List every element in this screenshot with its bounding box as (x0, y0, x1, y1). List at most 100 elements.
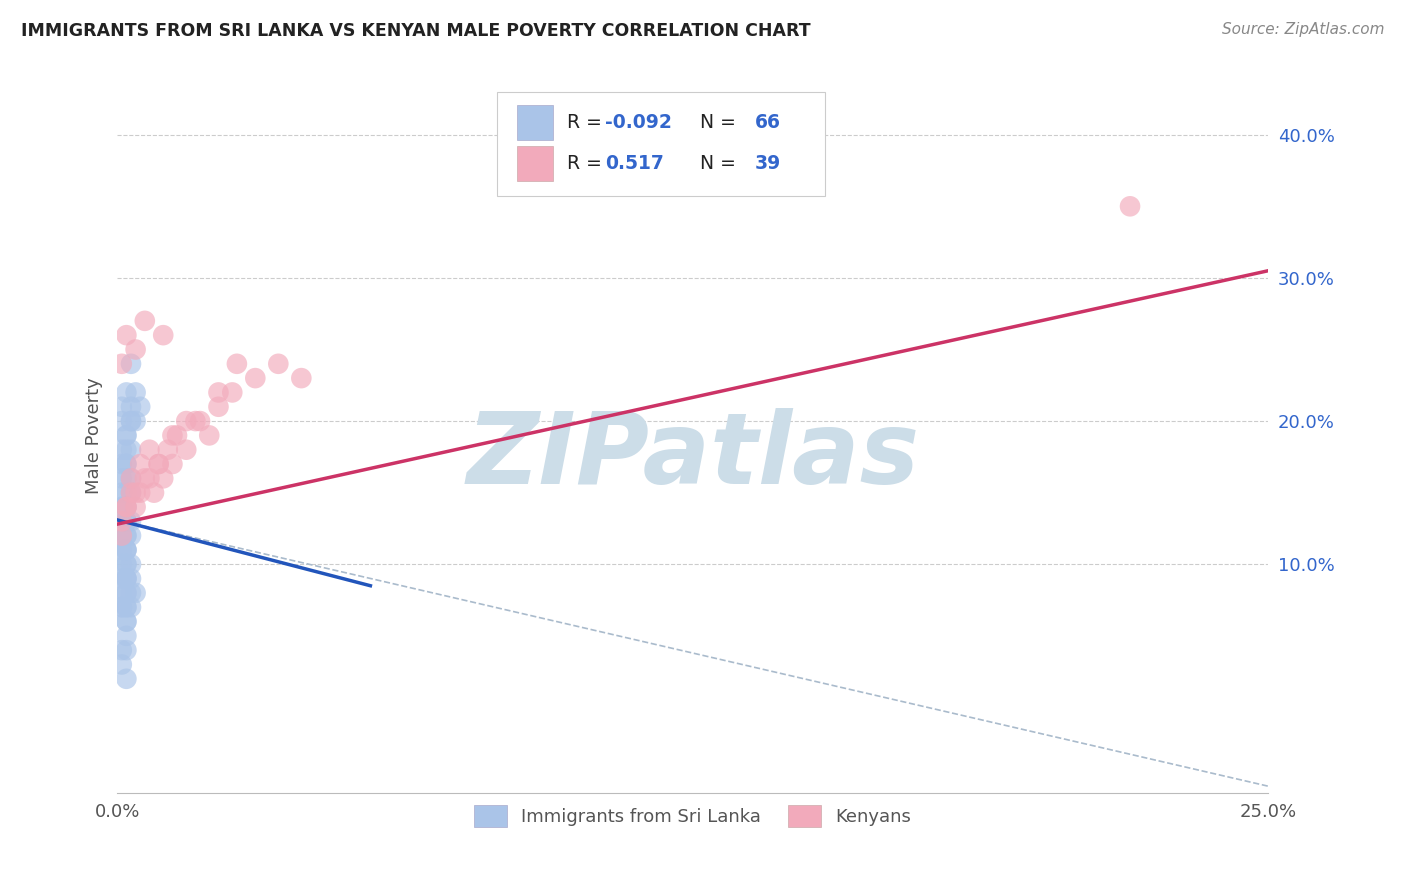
Point (115, 528, 138, 542)
Point (115, 615, 138, 629)
Point (111, 400, 134, 414)
Point (111, 600, 134, 615)
Point (225, 357, 247, 371)
Point (120, 414, 142, 428)
Y-axis label: Male Poverty: Male Poverty (86, 377, 103, 494)
Point (115, 471, 138, 485)
Point (174, 414, 197, 428)
Point (129, 457, 152, 471)
Point (245, 371, 267, 385)
Point (111, 414, 134, 428)
Point (156, 442, 179, 457)
Point (115, 442, 138, 457)
Point (120, 471, 142, 485)
Point (143, 485, 166, 500)
Point (115, 629, 138, 643)
Point (115, 385, 138, 400)
Point (115, 428, 138, 442)
Point (115, 328, 138, 343)
Point (152, 328, 174, 343)
Point (198, 428, 221, 442)
Text: N =: N = (688, 153, 742, 173)
Point (120, 514, 142, 528)
Point (111, 357, 134, 371)
Point (111, 572, 134, 586)
Point (115, 672, 138, 686)
Point (111, 528, 134, 542)
Point (120, 572, 142, 586)
Point (115, 457, 138, 471)
Point (207, 385, 229, 400)
Point (124, 385, 146, 400)
Point (115, 600, 138, 615)
Text: R =: R = (567, 113, 607, 132)
Text: IMMIGRANTS FROM SRI LANKA VS KENYAN MALE POVERTY CORRELATION CHART: IMMIGRANTS FROM SRI LANKA VS KENYAN MALE… (21, 22, 811, 40)
Point (188, 414, 211, 428)
Text: ZIPatlas: ZIPatlas (467, 409, 920, 506)
Text: R =: R = (567, 153, 607, 173)
Point (115, 615, 138, 629)
Point (129, 485, 152, 500)
Point (115, 543, 138, 558)
Point (115, 543, 138, 558)
Point (1119, 199, 1142, 213)
Point (138, 442, 160, 457)
Point (111, 600, 134, 615)
Point (115, 528, 138, 542)
Point (111, 514, 134, 528)
Point (120, 586, 142, 600)
Point (148, 457, 170, 471)
Point (120, 558, 142, 572)
Point (115, 514, 138, 528)
Point (111, 558, 134, 572)
Point (111, 657, 134, 672)
Point (148, 457, 170, 471)
Point (111, 500, 134, 514)
Text: 66: 66 (755, 113, 780, 132)
Point (115, 572, 138, 586)
Point (115, 558, 138, 572)
Point (111, 442, 134, 457)
Point (166, 428, 188, 442)
Point (115, 500, 138, 514)
Point (120, 414, 142, 428)
Point (221, 385, 243, 400)
Point (111, 586, 134, 600)
Point (120, 485, 142, 500)
Point (120, 357, 142, 371)
Point (115, 500, 138, 514)
Point (115, 572, 138, 586)
Point (124, 586, 146, 600)
Point (290, 371, 312, 385)
Point (111, 528, 134, 542)
Point (134, 314, 156, 328)
Point (120, 485, 142, 500)
Point (138, 471, 160, 485)
Point (115, 543, 138, 558)
FancyBboxPatch shape (496, 92, 825, 195)
FancyBboxPatch shape (516, 146, 554, 180)
Point (120, 600, 142, 615)
Point (111, 500, 134, 514)
Point (115, 558, 138, 572)
Point (174, 442, 197, 457)
Point (115, 428, 138, 442)
Point (115, 600, 138, 615)
Point (115, 643, 138, 657)
Point (111, 457, 134, 471)
FancyBboxPatch shape (516, 105, 554, 140)
Point (115, 500, 138, 514)
Point (111, 643, 134, 657)
Point (111, 485, 134, 500)
Point (111, 471, 134, 485)
Point (162, 457, 184, 471)
Point (162, 428, 184, 442)
Point (111, 543, 134, 558)
Text: Source: ZipAtlas.com: Source: ZipAtlas.com (1222, 22, 1385, 37)
Point (124, 485, 146, 500)
Text: N =: N = (688, 113, 742, 132)
Point (115, 514, 138, 528)
Point (115, 457, 138, 471)
Point (134, 471, 156, 485)
Point (207, 400, 229, 414)
